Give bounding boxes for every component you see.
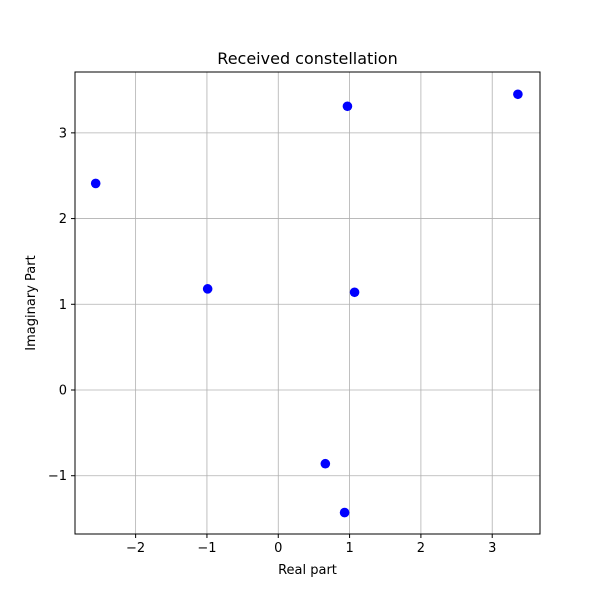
y-axis-label: Imaginary Part bbox=[24, 255, 39, 350]
y-tick-label: 2 bbox=[59, 212, 67, 227]
y-tick-label: 0 bbox=[59, 384, 67, 399]
x-tick-label: 3 bbox=[488, 541, 496, 556]
ticks: −2 −1 0 1 2 3 −1 0 1 2 3 bbox=[48, 126, 497, 556]
x-tick-label: 1 bbox=[345, 541, 353, 556]
scatter-point bbox=[320, 458, 331, 469]
scatter-point bbox=[349, 287, 360, 298]
x-tick-label: 0 bbox=[274, 541, 282, 556]
data-points bbox=[90, 89, 523, 518]
chart-title: Received constellation bbox=[217, 49, 397, 68]
scatter-point bbox=[90, 178, 101, 189]
grid bbox=[75, 72, 540, 534]
scatter-point bbox=[202, 284, 213, 294]
x-axis-label: Real part bbox=[278, 563, 337, 578]
y-tick-label: 3 bbox=[59, 126, 67, 141]
x-tick-label: 2 bbox=[417, 541, 425, 556]
y-tick-label: 1 bbox=[59, 298, 67, 313]
y-tick-label: −1 bbox=[48, 469, 67, 484]
x-tick-label: −2 bbox=[126, 541, 145, 556]
axes-frame bbox=[74, 71, 541, 535]
scatter-point bbox=[513, 89, 523, 100]
scatter-point bbox=[342, 101, 353, 112]
x-tick-label: −1 bbox=[197, 541, 216, 556]
scatter-point bbox=[339, 507, 350, 518]
